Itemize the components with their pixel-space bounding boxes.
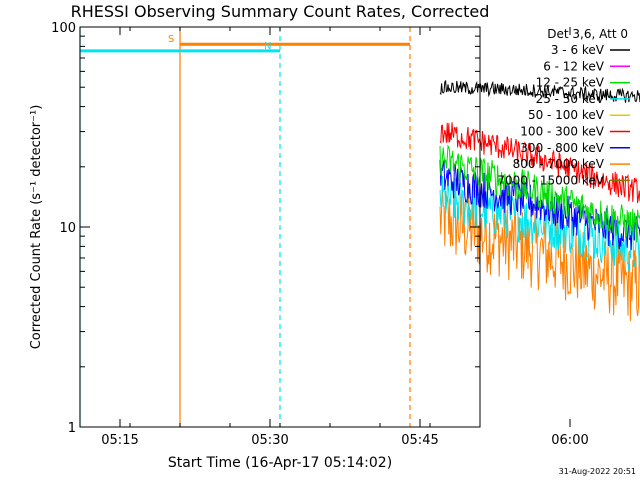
state-marker-label: N <box>264 41 271 52</box>
legend-label: 50 - 100 keV <box>528 108 605 122</box>
legend-header: Det 3,6, Att 0 <box>547 27 628 41</box>
series-line <box>439 122 640 204</box>
legend: Det 3,6, Att 0 3 - 6 keV 6 - 12 keV 12 - 2… <box>497 27 630 187</box>
legend-label: 6 - 12 keV <box>543 59 605 73</box>
x-tick-label: 05:30 <box>251 433 288 448</box>
legend-label: 12 - 25 keV <box>536 76 605 90</box>
series-line <box>439 80 640 103</box>
x-tick-label: 06:00 <box>551 433 588 448</box>
plot-area: SNF <box>79 27 640 427</box>
legend-label: 25 - 50 keV <box>536 92 605 106</box>
series-line <box>439 144 640 243</box>
y-tick-label: 10 <box>59 221 76 236</box>
legend-label: 800 - 7000 keV <box>513 157 605 171</box>
legend-label: 3 - 6 keV <box>551 43 605 57</box>
x-axis-label: Start Time (16-Apr-17 05:14:02) <box>168 455 392 471</box>
state-marker-label: S <box>168 34 174 45</box>
series-line <box>439 180 640 322</box>
legend-label: 300 - 800 keV <box>520 141 604 155</box>
chart-title: RHESSI Observing Summary Count Rates, Co… <box>71 2 490 21</box>
y-tick-label: 1 <box>68 421 76 436</box>
legend-label: 7000 - 15000 keV <box>497 173 604 187</box>
series-line <box>439 175 640 271</box>
x-tick-label: 05:15 <box>101 433 138 448</box>
x-tick-label: 05:45 <box>401 433 438 448</box>
legend-label: 100 - 300 keV <box>520 125 604 139</box>
series-line <box>439 159 640 251</box>
y-tick-label: 100 <box>51 21 76 36</box>
y-axis: 1 10 100 <box>51 21 480 436</box>
y-axis-label: Corrected Count Rate (s⁻¹ detector⁻¹) <box>29 105 44 350</box>
footer-timestamp: 31-Aug-2022 20:51 <box>559 467 636 476</box>
